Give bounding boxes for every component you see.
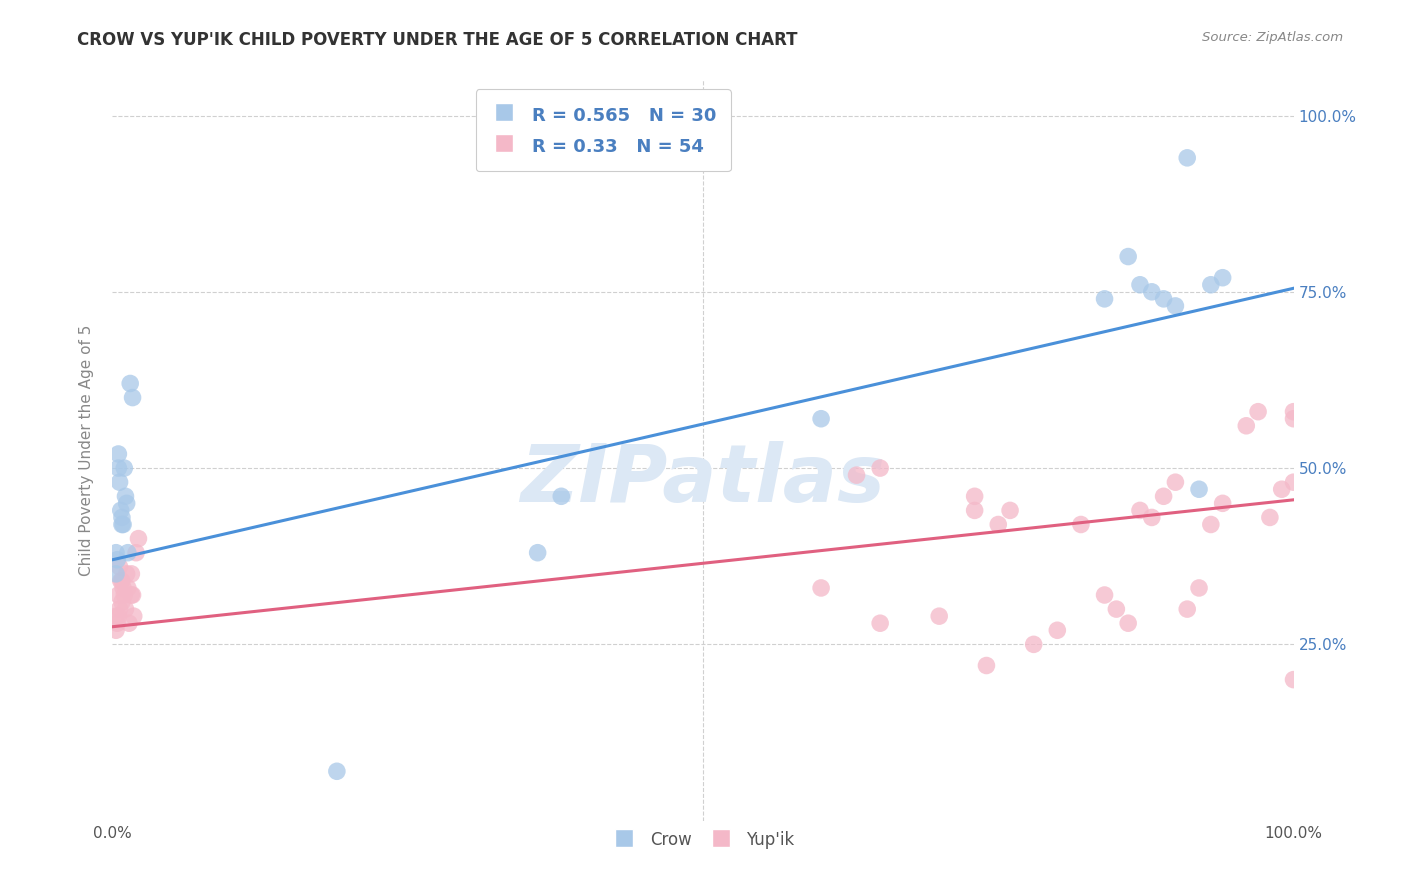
Point bbox=[121, 391, 143, 405]
Point bbox=[111, 574, 134, 588]
Point bbox=[1140, 510, 1163, 524]
Point bbox=[1046, 624, 1069, 638]
Point bbox=[112, 517, 135, 532]
Point bbox=[107, 609, 129, 624]
Point bbox=[107, 588, 129, 602]
Point bbox=[1116, 250, 1139, 264]
Point bbox=[112, 588, 135, 602]
Text: Source: ZipAtlas.com: Source: ZipAtlas.com bbox=[1202, 31, 1343, 45]
Point bbox=[112, 581, 135, 595]
Point bbox=[121, 588, 143, 602]
Point bbox=[1199, 517, 1222, 532]
Point bbox=[105, 609, 128, 624]
Point bbox=[1234, 418, 1257, 433]
Point bbox=[108, 602, 131, 616]
Point bbox=[1164, 299, 1187, 313]
Point bbox=[1258, 510, 1281, 524]
Point bbox=[987, 517, 1010, 532]
Point bbox=[105, 624, 128, 638]
Point bbox=[1282, 411, 1305, 425]
Point bbox=[1105, 602, 1128, 616]
Point bbox=[1282, 673, 1305, 687]
Point bbox=[1094, 588, 1116, 602]
Point bbox=[115, 496, 138, 510]
Point bbox=[122, 609, 145, 624]
Point bbox=[107, 461, 129, 475]
Text: ZIPatlas: ZIPatlas bbox=[520, 441, 886, 519]
Point bbox=[1282, 405, 1305, 419]
Point bbox=[105, 616, 128, 631]
Point bbox=[1212, 270, 1234, 285]
Point bbox=[1116, 616, 1139, 631]
Point bbox=[1175, 602, 1198, 616]
Point bbox=[326, 764, 349, 779]
Point bbox=[1153, 292, 1175, 306]
Point bbox=[111, 595, 134, 609]
Point bbox=[115, 566, 138, 581]
Point bbox=[1212, 496, 1234, 510]
Point bbox=[1271, 482, 1294, 496]
Point bbox=[869, 616, 891, 631]
Point bbox=[1140, 285, 1163, 299]
Point bbox=[845, 468, 868, 483]
Point bbox=[1247, 405, 1270, 419]
Point bbox=[127, 532, 149, 546]
Point bbox=[117, 546, 139, 560]
Point bbox=[1153, 489, 1175, 503]
Point bbox=[1199, 277, 1222, 292]
Point bbox=[110, 503, 132, 517]
Point bbox=[526, 546, 548, 560]
Point bbox=[963, 503, 986, 517]
Point bbox=[976, 658, 998, 673]
Point bbox=[1094, 292, 1116, 306]
Point bbox=[1129, 277, 1152, 292]
Point bbox=[120, 566, 142, 581]
Point bbox=[120, 376, 142, 391]
Point bbox=[112, 461, 135, 475]
Point bbox=[118, 616, 141, 631]
Point bbox=[1164, 475, 1187, 490]
Point bbox=[105, 553, 128, 567]
Point bbox=[1282, 475, 1305, 490]
Point bbox=[963, 489, 986, 503]
Point bbox=[1129, 503, 1152, 517]
Legend: Crow, Yup'ik: Crow, Yup'ik bbox=[605, 823, 801, 856]
Point bbox=[105, 546, 128, 560]
Point bbox=[105, 566, 128, 581]
Point bbox=[1188, 482, 1211, 496]
Y-axis label: Child Poverty Under the Age of 5: Child Poverty Under the Age of 5 bbox=[79, 325, 94, 576]
Point bbox=[1070, 517, 1092, 532]
Point bbox=[1022, 637, 1045, 651]
Point bbox=[1188, 581, 1211, 595]
Point bbox=[108, 559, 131, 574]
Point bbox=[928, 609, 950, 624]
Point bbox=[117, 581, 139, 595]
Point bbox=[114, 602, 136, 616]
Point bbox=[111, 510, 134, 524]
Point bbox=[810, 411, 832, 425]
Point bbox=[111, 517, 134, 532]
Point bbox=[998, 503, 1021, 517]
Point bbox=[107, 447, 129, 461]
Point bbox=[108, 475, 131, 490]
Point bbox=[810, 581, 832, 595]
Point bbox=[550, 489, 572, 503]
Point bbox=[869, 461, 891, 475]
Point bbox=[110, 574, 132, 588]
Point bbox=[125, 546, 148, 560]
Point bbox=[120, 588, 142, 602]
Point bbox=[114, 489, 136, 503]
Point bbox=[1175, 151, 1198, 165]
Text: CROW VS YUP'IK CHILD POVERTY UNDER THE AGE OF 5 CORRELATION CHART: CROW VS YUP'IK CHILD POVERTY UNDER THE A… bbox=[77, 31, 797, 49]
